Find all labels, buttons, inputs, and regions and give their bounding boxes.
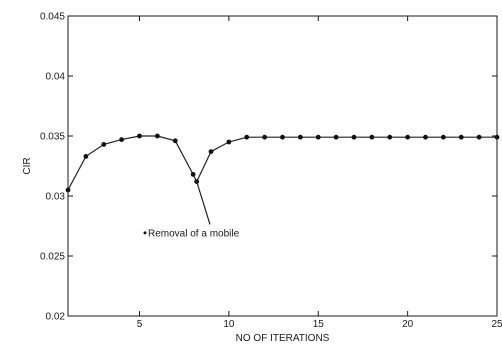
x-tick-label: 20 [402, 319, 414, 330]
ticks-layer: 5 10 15 20 25 0.02 0.025 0.03 0.035 0.04 0.045 [40, 12, 502, 331]
data-point [297, 134, 303, 140]
y-tick-label: 0.03 [46, 192, 66, 203]
data-point [262, 134, 268, 140]
series-line [67, 135, 497, 191]
data-point [369, 134, 375, 140]
data-point [83, 154, 89, 159]
data-point [423, 134, 428, 140]
data-point [315, 134, 321, 140]
x-tick-label: 25 [491, 319, 502, 330]
y-tick-label: 0.04 [46, 72, 66, 83]
data-point [172, 138, 178, 144]
y-tick-label: 0.025 [40, 252, 65, 263]
x-tick-label: 10 [223, 319, 235, 330]
x-tick-label: 5 [137, 319, 143, 330]
annotation-layer: Removal of a mobile [143, 181, 240, 239]
data-point [387, 134, 393, 140]
data-point [476, 134, 482, 140]
plot-frame [67, 15, 498, 317]
data-point [101, 142, 107, 147]
data-point [137, 133, 142, 139]
annotation-label: Removal of a mobile [148, 228, 240, 239]
x-axis-label: NO OF ITERATIONS [236, 333, 330, 344]
y-tick-label: 0.035 [40, 132, 65, 143]
annotation-bullet [143, 231, 147, 235]
data-point [154, 133, 160, 139]
x-tick-label: 15 [313, 319, 325, 330]
y-axis-label: CIR [22, 157, 33, 174]
annotation-pointer [196, 181, 211, 225]
data-point [440, 134, 446, 140]
data-point [333, 134, 339, 140]
y-tick-label: 0.02 [46, 312, 66, 323]
data-point [226, 139, 232, 145]
data-point [405, 134, 411, 140]
data-point [208, 149, 214, 155]
data-point [458, 134, 464, 140]
data-point [244, 134, 250, 140]
data-point [351, 134, 357, 140]
series-layer [65, 133, 500, 193]
data-point [280, 134, 285, 140]
y-tick-label: 0.045 [40, 12, 65, 23]
data-point [119, 137, 125, 143]
data-point [190, 172, 196, 177]
